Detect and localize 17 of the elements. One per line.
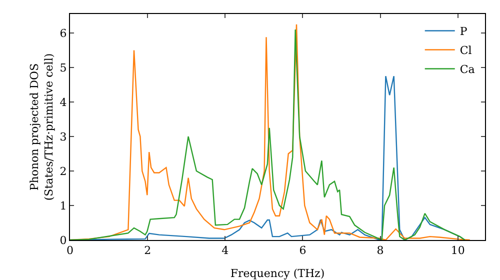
- legend-label: P: [460, 25, 468, 38]
- y-tick-label: 5: [60, 61, 67, 74]
- x-tick-label: 10: [450, 244, 465, 258]
- x-axis-title: Frequency (THz): [230, 267, 325, 280]
- y-tick-label: 6: [60, 26, 67, 40]
- y-tick-label: 1: [60, 199, 67, 212]
- y-tick-label: 4: [60, 96, 67, 109]
- x-tick-label: 6: [299, 244, 306, 258]
- x-tick-label: 2: [144, 244, 152, 258]
- x-tick-label: 8: [376, 244, 384, 258]
- y-tick-label: 2: [60, 164, 67, 178]
- y-tick-label: 3: [60, 130, 67, 144]
- legend-label: Cl: [460, 44, 472, 58]
- x-tick-label: 4: [222, 244, 229, 258]
- y-axis-title: Phonon projected DOS (States/THz·primitive cell): [28, 53, 56, 201]
- y-tick-label: 0: [60, 234, 67, 247]
- legend-label: Ca: [460, 63, 476, 76]
